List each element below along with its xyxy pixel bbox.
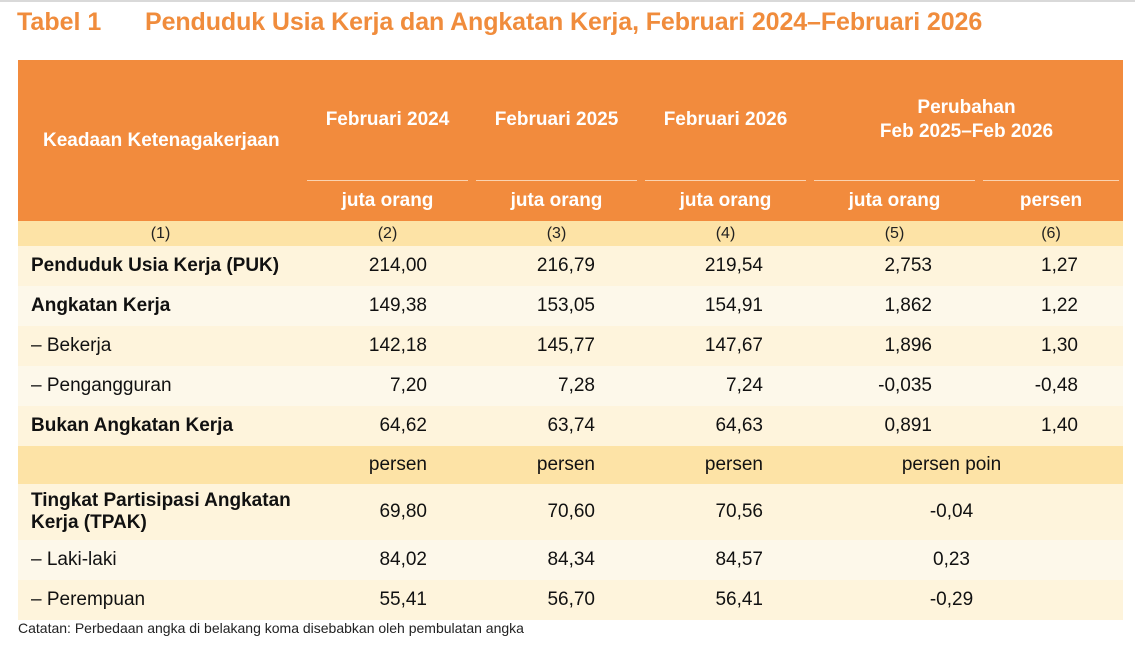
cell: 56,41 — [641, 580, 810, 620]
row-label: Bukan Angkatan Kerja — [18, 406, 303, 446]
cell: 64,62 — [303, 406, 472, 446]
column-number: (2) — [303, 221, 472, 246]
table-row: – Pengangguran 7,20 7,28 7,24 -0,035 -0,… — [18, 366, 1123, 406]
cell: 1,862 — [810, 286, 979, 326]
column-number: (5) — [810, 221, 979, 246]
unit-header-row: juta orang juta orang juta orang juta or… — [18, 180, 1123, 221]
header-row: Keadaan Ketenagakerjaan Februari 2024 Fe… — [18, 60, 1123, 221]
column-number: (1) — [18, 221, 303, 246]
unit-band-row: persen persen persen persen poin — [18, 446, 1123, 484]
cell: 70,56 — [641, 484, 810, 540]
cell: 153,05 — [472, 286, 641, 326]
change-header-line1: Perubahan — [917, 97, 1016, 118]
cell: 154,91 — [641, 286, 810, 326]
cell: 1,896 — [810, 326, 979, 366]
cell: 69,80 — [303, 484, 472, 540]
cell: -0,48 — [979, 366, 1123, 406]
table-row: Penduduk Usia Kerja (PUK) 214,00 216,79 … — [18, 246, 1123, 286]
cell: 7,24 — [641, 366, 810, 406]
cell: 142,18 — [303, 326, 472, 366]
cell: 1,27 — [979, 246, 1123, 286]
unit-header: juta orang — [641, 180, 810, 221]
col-header-feb-2025: Februari 2025 — [472, 60, 641, 180]
cell: 1,30 — [979, 326, 1123, 366]
table-row: – Laki-laki 84,02 84,34 84,57 0,23 — [18, 540, 1123, 580]
cell: 1,22 — [979, 286, 1123, 326]
cell: 147,67 — [641, 326, 810, 366]
col-header-change: Perubahan Feb 2025–Feb 2026 — [810, 60, 1123, 180]
table-title: Tabel 1 Penduduk Usia Kerja dan Angkatan… — [17, 5, 982, 39]
unit-label: persen — [472, 446, 641, 484]
cell: 0,23 — [810, 540, 1123, 580]
row-label: – Bekerja — [18, 326, 303, 366]
unit-header: persen — [979, 180, 1123, 221]
empty-cell — [18, 446, 303, 484]
cell: 145,77 — [472, 326, 641, 366]
unit-header: juta orang — [303, 180, 472, 221]
row-label: Angkatan Kerja — [18, 286, 303, 326]
unit-label: persen poin — [810, 446, 1123, 484]
labor-force-table: Keadaan Ketenagakerjaan Februari 2024 Fe… — [18, 60, 1123, 620]
column-number: (3) — [472, 221, 641, 246]
col-header-feb-2024: Februari 2024 — [303, 60, 472, 180]
row-label-line2: Kerja (TPAK) — [31, 512, 147, 533]
table-number: Tabel 1 — [17, 7, 102, 36]
column-number-row: (1) (2) (3) (4) (5) (6) — [18, 221, 1123, 246]
unit-label: persen — [641, 446, 810, 484]
table-row: Tingkat Partisipasi Angkatan Kerja (TPAK… — [18, 484, 1123, 540]
table-row: – Perempuan 55,41 56,70 56,41 -0,29 — [18, 580, 1123, 620]
unit-header: juta orang — [810, 180, 979, 221]
cell: 70,60 — [472, 484, 641, 540]
row-label: Tingkat Partisipasi Angkatan Kerja (TPAK… — [18, 484, 303, 540]
cell: 0,891 — [810, 406, 979, 446]
cell: -0,04 — [810, 484, 1123, 540]
cell: 214,00 — [303, 246, 472, 286]
column-number: (4) — [641, 221, 810, 246]
cell: 219,54 — [641, 246, 810, 286]
cell: 63,74 — [472, 406, 641, 446]
cell: 2,753 — [810, 246, 979, 286]
table-row: Bukan Angkatan Kerja 64,62 63,74 64,63 0… — [18, 406, 1123, 446]
cell: 56,70 — [472, 580, 641, 620]
table-note: Catatan: Perbedaan angka di belakang kom… — [18, 620, 524, 636]
cell: 55,41 — [303, 580, 472, 620]
cell: 84,34 — [472, 540, 641, 580]
unit-header: juta orang — [472, 180, 641, 221]
cell: -0,035 — [810, 366, 979, 406]
change-header-line2: Feb 2025–Feb 2026 — [879, 121, 1054, 142]
cell: 149,38 — [303, 286, 472, 326]
unit-label: persen — [303, 446, 472, 484]
cell: 7,20 — [303, 366, 472, 406]
column-number: (6) — [979, 221, 1123, 246]
table-row: – Bekerja 142,18 145,77 147,67 1,896 1,3… — [18, 326, 1123, 366]
top-divider — [0, 0, 1135, 2]
col-header-feb-2026: Februari 2026 — [641, 60, 810, 180]
stub-header: Keadaan Ketenagakerjaan — [18, 60, 303, 221]
cell: -0,29 — [810, 580, 1123, 620]
row-label-line1: Tingkat Partisipasi Angkatan — [31, 490, 291, 511]
cell: 64,63 — [641, 406, 810, 446]
row-label: – Laki-laki — [18, 540, 303, 580]
row-label: – Perempuan — [18, 580, 303, 620]
table-row: Angkatan Kerja 149,38 153,05 154,91 1,86… — [18, 286, 1123, 326]
cell: 84,57 — [641, 540, 810, 580]
row-label: Penduduk Usia Kerja (PUK) — [18, 246, 303, 286]
cell: 7,28 — [472, 366, 641, 406]
cell: 1,40 — [979, 406, 1123, 446]
cell: 216,79 — [472, 246, 641, 286]
table-title-text: Penduduk Usia Kerja dan Angkatan Kerja, … — [145, 7, 983, 36]
row-label: – Pengangguran — [18, 366, 303, 406]
cell: 84,02 — [303, 540, 472, 580]
